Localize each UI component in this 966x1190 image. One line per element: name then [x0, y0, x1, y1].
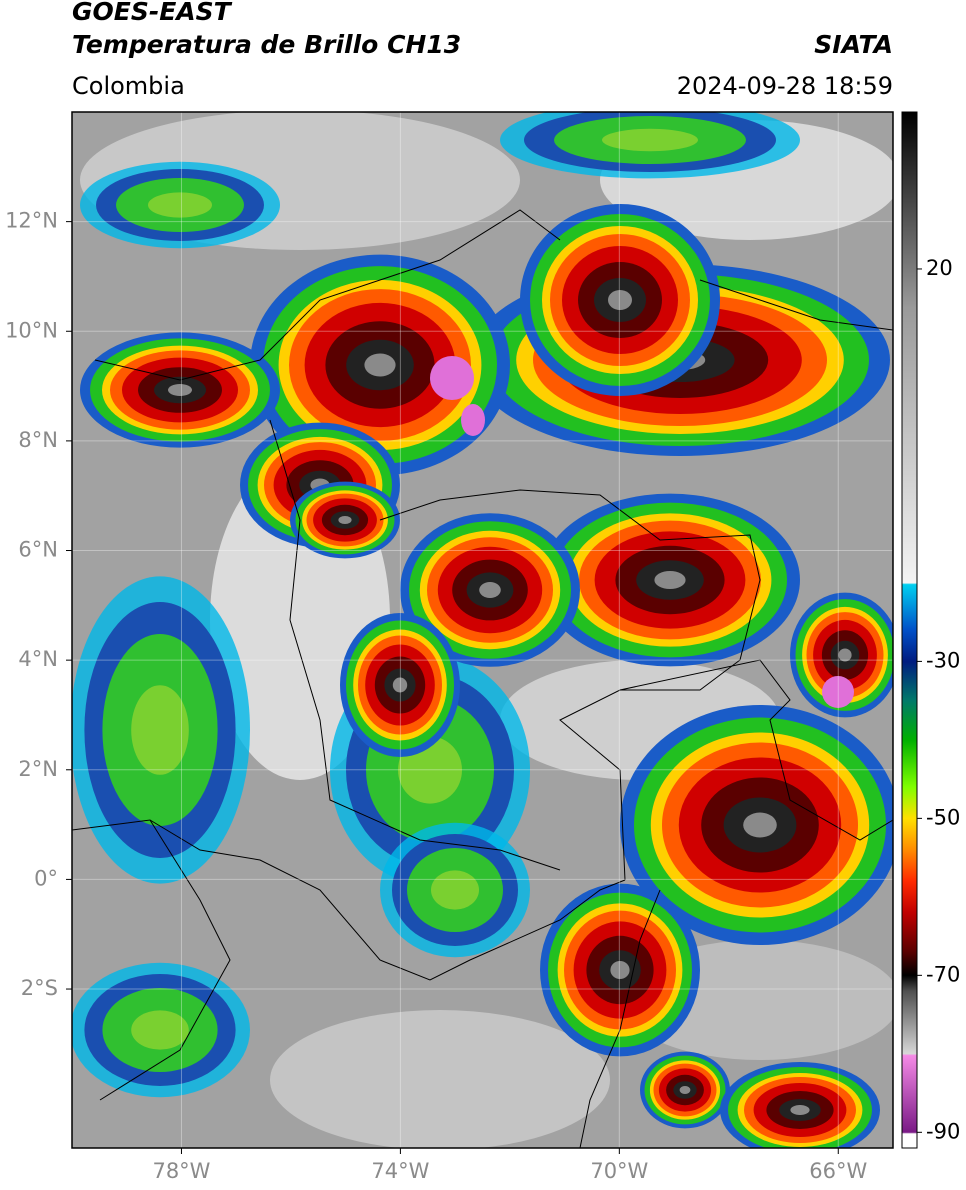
x-tick-label: 66°W	[809, 1159, 867, 1183]
y-tick-label: 2°N	[18, 757, 58, 781]
satellite-image	[72, 112, 893, 1148]
y-tick-label: 12°N	[5, 209, 58, 233]
region: Colombia	[72, 72, 185, 100]
title-line-2: Temperatura de Brillo CH13	[72, 30, 461, 59]
colorbar-tick-label: -30	[926, 648, 960, 672]
x-tick-label: 78°W	[152, 1159, 210, 1183]
colorbar	[901, 111, 918, 1149]
colorbar-tick-label: -90	[926, 1119, 960, 1143]
colorbar-ticks: 20 -30 -50 -70 -90	[917, 256, 960, 1143]
source: SIATA	[814, 30, 893, 59]
y-tick-label: 2°S	[21, 976, 58, 1000]
graticule	[72, 112, 893, 1148]
colorbar-tick-label: -50	[926, 805, 960, 829]
x-tick-label: 70°W	[590, 1159, 648, 1183]
y-tick-label: 0°	[34, 866, 58, 890]
y-tick-label: 4°N	[18, 647, 58, 671]
colorbar-tick-label: -70	[926, 962, 960, 986]
y-tick-label: 8°N	[18, 428, 58, 452]
y-tick-label: 10°N	[5, 318, 58, 342]
colorbar-tick-label: 20	[926, 256, 953, 280]
map-frame	[71, 111, 894, 1149]
datetime: 2024-09-28 18:59	[677, 72, 893, 100]
x-tick-label: 74°W	[371, 1159, 429, 1183]
y-tick-label: 6°N	[18, 538, 58, 562]
title-line-1: GOES-EAST	[72, 0, 233, 26]
